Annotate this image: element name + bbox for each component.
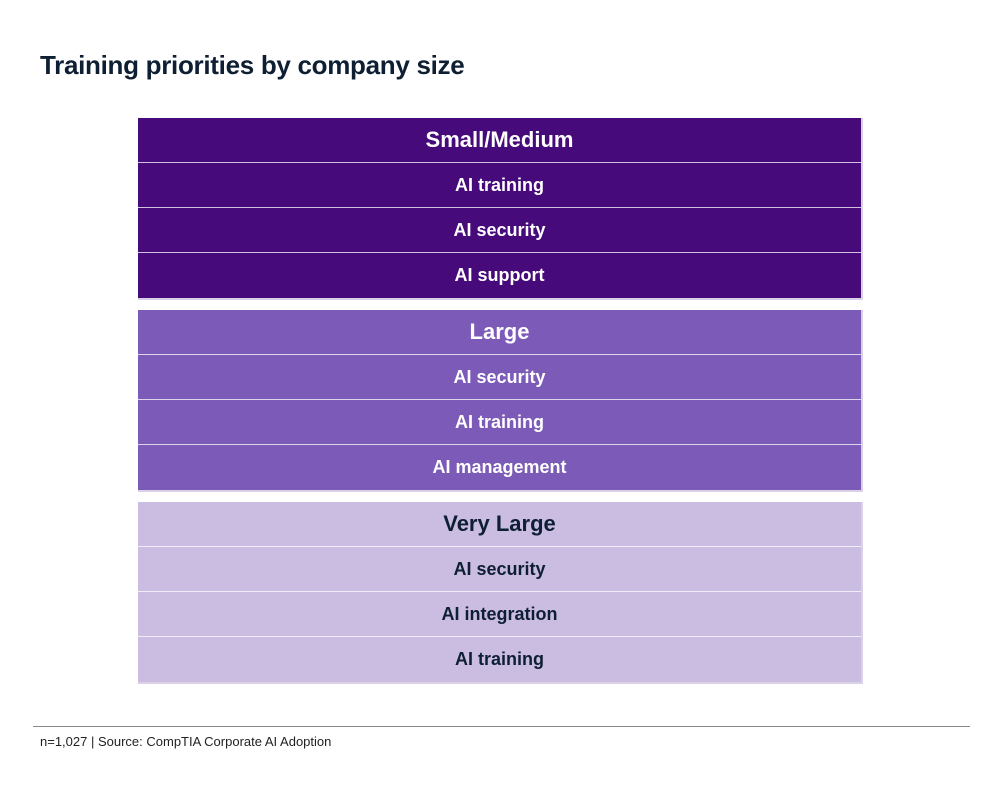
group-item: AI training [138,400,861,445]
group-item: AI integration [138,592,861,637]
group-very-large: Very Large AI security AI integration AI… [138,502,863,684]
group-item: AI training [138,637,861,682]
group-header: Large [138,310,861,355]
group-header: Small/Medium [138,118,861,163]
group-large: Large AI security AI training AI managem… [138,310,863,492]
group-item: AI security [138,355,861,400]
page-title: Training priorities by company size [40,50,465,80]
priority-table: Small/Medium AI training AI security AI … [138,118,863,684]
source-footnote: n=1,027 | Source: CompTIA Corporate AI A… [40,734,332,749]
group-item: AI training [138,163,861,208]
group-item: AI support [138,253,861,298]
footer-divider [33,726,970,727]
group-item: AI security [138,208,861,253]
group-small-medium: Small/Medium AI training AI security AI … [138,118,863,300]
group-header: Very Large [138,502,861,547]
group-item: AI management [138,445,861,490]
group-item: AI security [138,547,861,592]
